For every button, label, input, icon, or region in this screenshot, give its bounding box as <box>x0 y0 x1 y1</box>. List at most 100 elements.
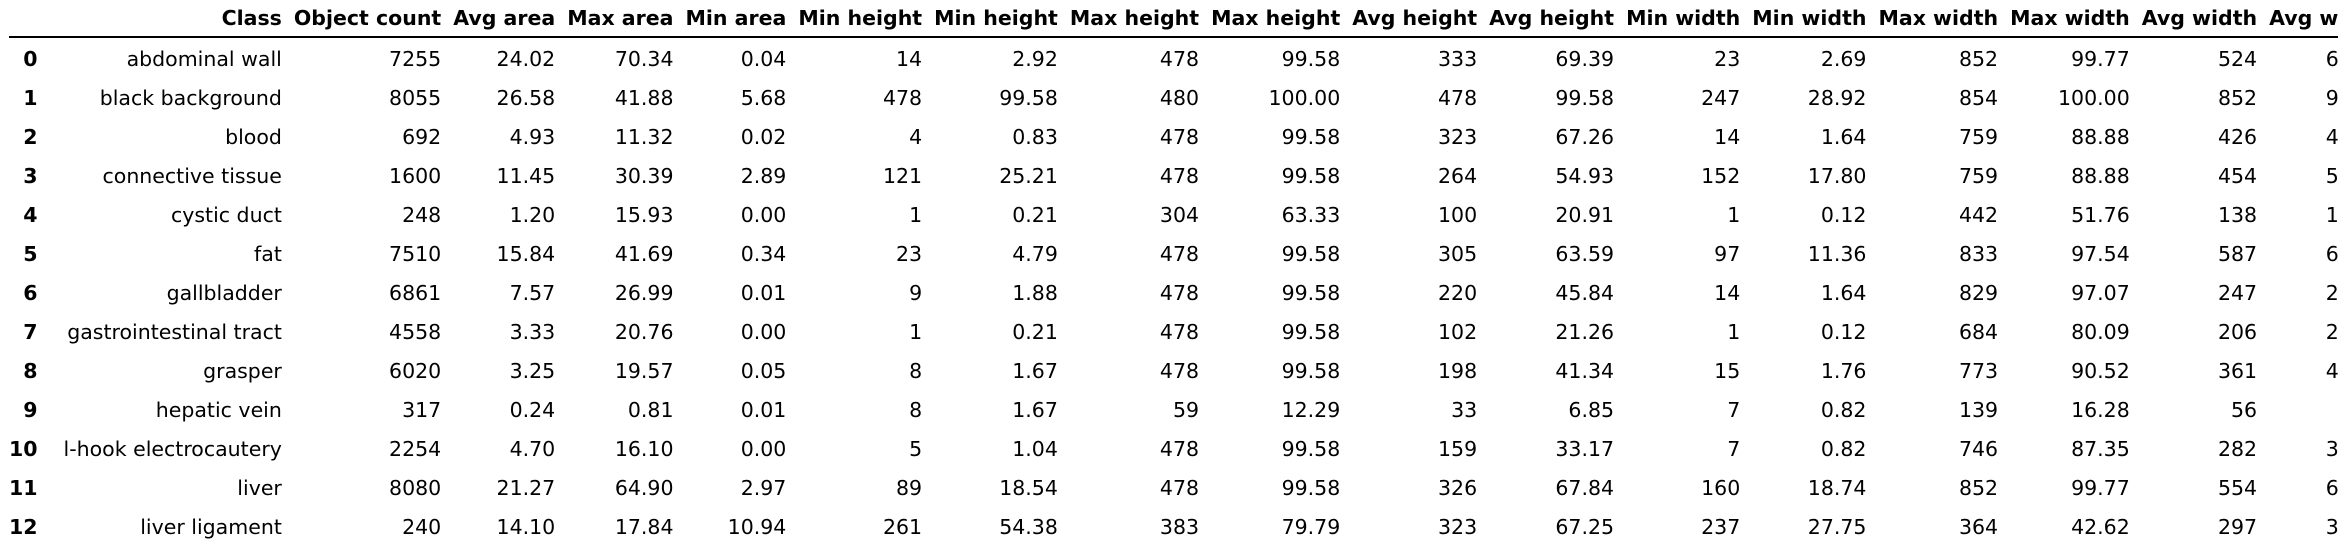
table-cell: 0.12 <box>1820 320 1867 344</box>
table-cell: 21.26 <box>1555 320 1615 344</box>
table-cell: 3.33 <box>509 320 556 344</box>
table-cell: 41.88 <box>614 86 674 110</box>
row-index: 6 <box>23 281 38 305</box>
column-header: Max area <box>555 0 674 38</box>
column-header: Avg width <box>2129 0 2258 38</box>
table-cell: 0.04 <box>740 47 787 71</box>
table-cell: 1.04 <box>1012 437 1058 461</box>
table-cell: 51.76 <box>2071 203 2130 227</box>
table-cell: 0.05 <box>740 359 787 383</box>
table-cell: 587 <box>2217 242 2258 266</box>
table-cell: 7 <box>1727 398 1741 422</box>
table-cell: 17.80 <box>1807 164 1867 188</box>
table-cell: 15 <box>1714 359 1741 383</box>
table-cell: 247 <box>1701 86 1741 110</box>
table-cell: 4 <box>909 125 923 149</box>
table-cell: 61.34 <box>2325 47 2338 71</box>
table-cell: 478 <box>1159 242 1200 266</box>
table-cell: 6.85 <box>1568 398 1615 422</box>
table-row: 4 cystic duct 248 1.20 15.93 0.00 1 0.21 304 63.3… <box>9 196 2338 235</box>
table-cell: 99.58 <box>1281 281 1341 305</box>
table-cell: 67.25 <box>1555 515 1615 539</box>
table-cell: 0.83 <box>1012 125 1058 149</box>
table-cell: 8 <box>909 398 923 422</box>
table-body: 0 abdominal wall 7255 24.02 70.34 0.04 14 2.92 4… <box>9 37 2338 547</box>
table-row: 8 grasper 6020 3.25 19.57 0.05 8 1.67 478 99.58 19… <box>9 352 2338 391</box>
table-cell: 16.10 <box>614 437 674 461</box>
row-index: 8 <box>23 359 38 383</box>
table-cell: 97 <box>1714 242 1741 266</box>
table-cell: 99.58 <box>1281 242 1341 266</box>
table-cell: 2.92 <box>1012 47 1058 71</box>
table-cell: 99.58 <box>999 86 1058 110</box>
table-cell: 34.75 <box>2325 515 2338 539</box>
table-cell: 14 <box>896 47 923 71</box>
table-cell: 24.02 <box>496 47 556 71</box>
table-cell: 11.36 <box>1807 242 1867 266</box>
table-cell: 1.67 <box>1012 359 1058 383</box>
row-index: 0 <box>23 47 38 71</box>
table-cell: 0.02 <box>740 125 787 149</box>
class-name-cell: abdominal wall <box>126 47 282 71</box>
column-header: Min height <box>922 0 1058 38</box>
table-cell: 240 <box>402 515 442 539</box>
table-cell: 89 <box>896 476 923 500</box>
table-row: 9 hepatic vein 317 0.24 0.81 0.01 8 1.67 59 12.29… <box>9 391 2338 430</box>
table-cell: 99.58 <box>1281 437 1341 461</box>
table-cell: 326 <box>1438 476 1478 500</box>
table-cell: 247 <box>2217 281 2258 305</box>
table-cell: 6861 <box>389 281 442 305</box>
table-cell: 5.68 <box>740 86 787 110</box>
table-cell: 2254 <box>389 437 442 461</box>
table-cell: 364 <box>1958 515 1999 539</box>
table-cell: 70.34 <box>614 47 674 71</box>
class-name-cell: liver ligament <box>140 515 282 539</box>
class-name-cell: liver <box>237 476 282 500</box>
table-cell: 15.84 <box>496 242 556 266</box>
column-header: Max width <box>1866 0 1999 38</box>
table-cell: 852 <box>1958 476 1999 500</box>
table-cell: 478 <box>882 86 923 110</box>
table-cell: 282 <box>2217 437 2258 461</box>
table-cell: 63.33 <box>1281 203 1341 227</box>
table-cell: 64.91 <box>2325 476 2338 500</box>
table-cell: 97.07 <box>2071 281 2130 305</box>
table-cell: 8080 <box>389 476 442 500</box>
table-cell: 478 <box>1159 125 1200 149</box>
table-cell: 160 <box>1701 476 1741 500</box>
table-cell: 333 <box>1438 47 1478 71</box>
table-cell: 442 <box>1958 203 1999 227</box>
table-cell: 41.34 <box>1555 359 1615 383</box>
table-cell: 0.21 <box>1012 320 1058 344</box>
table-cell: 28.88 <box>2325 281 2338 305</box>
table-cell: 99.58 <box>1555 86 1615 110</box>
table-cell: 16.22 <box>2325 203 2338 227</box>
table-cell: 138 <box>2217 203 2258 227</box>
table-cell: 1.64 <box>1820 125 1867 149</box>
table-cell: 2.89 <box>740 164 787 188</box>
table-cell: 4.70 <box>509 437 556 461</box>
index-column-header <box>9 0 52 38</box>
header-row: Class Object count Avg area Max area Min are… <box>9 0 2338 38</box>
table-cell: 79.79 <box>1281 515 1341 539</box>
table-cell: 198 <box>1438 359 1478 383</box>
table-cell: 317 <box>402 398 442 422</box>
class-statistics-table: Class Object count Avg area Max area Min are… <box>9 0 2338 547</box>
table-cell: 0.00 <box>740 320 787 344</box>
table-cell: 9 <box>909 281 923 305</box>
table-cell: 14 <box>1714 125 1741 149</box>
table-cell: 28.92 <box>1807 86 1867 110</box>
table-row: 11 liver 8080 21.27 64.90 2.97 89 18.54 478 99.58… <box>9 469 2338 508</box>
class-name-cell: connective tissue <box>102 164 282 188</box>
table-cell: 14.10 <box>496 515 556 539</box>
table-cell: 0.82 <box>1820 398 1867 422</box>
table-cell: 237 <box>1701 515 1741 539</box>
table-row: 0 abdominal wall 7255 24.02 70.34 0.04 14 2.92 4… <box>9 37 2338 79</box>
table-cell: 23 <box>1714 47 1741 71</box>
table-cell: 773 <box>1958 359 1999 383</box>
row-index: 1 <box>23 86 38 110</box>
table-cell: 8055 <box>389 86 442 110</box>
table-cell: 478 <box>1159 437 1200 461</box>
table-cell: 23 <box>896 242 923 266</box>
column-header: Min area <box>673 0 787 38</box>
